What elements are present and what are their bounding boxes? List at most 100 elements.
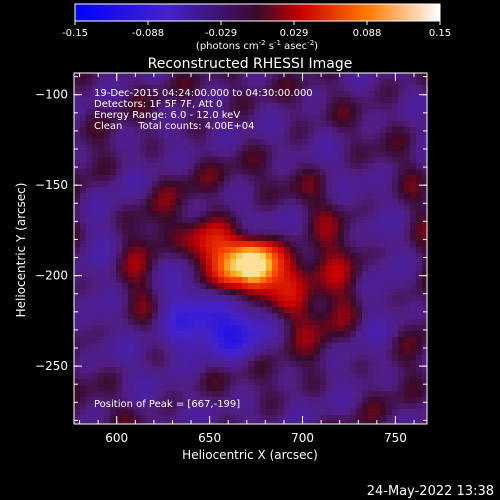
heatmap-cell bbox=[332, 355, 339, 362]
heatmap-cell bbox=[284, 301, 291, 308]
heatmap-cell bbox=[392, 409, 399, 416]
heatmap-cell bbox=[128, 307, 135, 314]
heatmap-cell bbox=[194, 85, 201, 92]
heatmap-cell bbox=[284, 157, 291, 164]
heatmap-cell bbox=[158, 235, 165, 242]
heatmap-cell bbox=[254, 97, 261, 104]
heatmap-cell bbox=[158, 361, 165, 368]
heatmap-cell bbox=[392, 307, 399, 314]
heatmap-cell bbox=[326, 361, 333, 368]
heatmap-cell bbox=[176, 265, 183, 272]
heatmap-cell bbox=[386, 409, 393, 416]
heatmap-cell bbox=[386, 115, 393, 122]
heatmap-cell bbox=[200, 79, 207, 86]
heatmap-cell bbox=[170, 205, 177, 212]
heatmap-cell bbox=[194, 403, 201, 410]
heatmap-cell bbox=[296, 157, 303, 164]
heatmap-cell bbox=[296, 337, 303, 344]
heatmap-cell bbox=[80, 217, 87, 224]
heatmap-cell bbox=[290, 85, 297, 92]
heatmap-cell bbox=[398, 301, 405, 308]
heatmap-cell bbox=[188, 103, 195, 110]
heatmap-cell bbox=[260, 253, 267, 260]
heatmap-cell bbox=[320, 409, 327, 416]
heatmap-cell bbox=[248, 277, 255, 284]
heatmap-cell bbox=[146, 349, 153, 356]
heatmap-cell bbox=[422, 211, 427, 218]
heatmap-cell bbox=[200, 109, 207, 116]
heatmap-cell bbox=[410, 289, 417, 296]
heatmap-cell bbox=[308, 355, 315, 362]
heatmap-cell bbox=[164, 241, 171, 248]
heatmap-cell bbox=[392, 103, 399, 110]
heatmap-cell bbox=[404, 253, 411, 260]
heatmap-cell bbox=[362, 73, 369, 80]
heatmap-cell bbox=[248, 331, 255, 338]
heatmap-cell bbox=[326, 205, 333, 212]
heatmap-cell bbox=[200, 319, 207, 326]
heatmap-cell bbox=[182, 421, 189, 424]
heatmap-cell bbox=[296, 151, 303, 158]
heatmap-cell bbox=[92, 157, 99, 164]
heatmap-cell bbox=[314, 163, 321, 170]
heatmap-cell bbox=[122, 127, 129, 134]
heatmap-cell bbox=[254, 229, 261, 236]
heatmap-cell bbox=[266, 277, 273, 284]
heatmap-cell bbox=[122, 289, 129, 296]
heatmap-cell bbox=[74, 421, 81, 424]
heatmap-cell bbox=[380, 319, 387, 326]
heatmap-cell bbox=[392, 319, 399, 326]
heatmap-cell bbox=[146, 121, 153, 128]
heatmap-cell bbox=[236, 205, 243, 212]
heatmap-cell bbox=[212, 91, 219, 98]
heatmap-cell bbox=[410, 103, 417, 110]
heatmap-cell bbox=[362, 409, 369, 416]
heatmap-cell bbox=[368, 385, 375, 392]
heatmap-cell bbox=[356, 157, 363, 164]
heatmap-cell bbox=[332, 193, 339, 200]
heatmap-cell bbox=[308, 103, 315, 110]
heatmap-cell bbox=[122, 157, 129, 164]
heatmap-cell bbox=[236, 211, 243, 218]
heatmap-cell bbox=[92, 217, 99, 224]
heatmap-cell bbox=[200, 205, 207, 212]
heatmap-cell bbox=[206, 121, 213, 128]
heatmap-cell bbox=[320, 331, 327, 338]
heatmap-cell bbox=[314, 361, 321, 368]
heatmap-cell bbox=[224, 151, 231, 158]
heatmap-cell bbox=[218, 277, 225, 284]
heatmap-cell bbox=[92, 361, 99, 368]
heatmap-cell bbox=[344, 157, 351, 164]
heatmap-cell bbox=[116, 385, 123, 392]
heatmap-cell bbox=[74, 103, 81, 110]
heatmap-cell bbox=[326, 139, 333, 146]
heatmap-cell bbox=[92, 187, 99, 194]
heatmap-cell bbox=[272, 271, 279, 278]
heatmap-cell bbox=[116, 133, 123, 140]
heatmap-cell bbox=[224, 115, 231, 122]
heatmap-cell bbox=[194, 307, 201, 314]
heatmap-cell bbox=[134, 415, 141, 422]
heatmap-cell bbox=[332, 79, 339, 86]
heatmap-cell bbox=[164, 247, 171, 254]
heatmap-cell bbox=[152, 157, 159, 164]
heatmap-cell bbox=[140, 79, 147, 86]
heatmap-cell bbox=[404, 169, 411, 176]
heatmap-cell bbox=[170, 217, 177, 224]
heatmap-cell bbox=[164, 223, 171, 230]
heatmap-cell bbox=[260, 349, 267, 356]
heatmap-cell bbox=[314, 403, 321, 410]
heatmap-cell bbox=[230, 265, 237, 272]
heatmap-cell bbox=[242, 145, 249, 152]
heatmap-cell bbox=[98, 169, 105, 176]
heatmap-cell bbox=[362, 349, 369, 356]
heatmap-cell bbox=[272, 343, 279, 350]
heatmap-cell bbox=[368, 373, 375, 380]
heatmap-cell bbox=[344, 151, 351, 158]
heatmap-cell bbox=[320, 397, 327, 404]
heatmap-cell bbox=[266, 421, 273, 424]
heatmap-cell bbox=[122, 145, 129, 152]
heatmap-cell bbox=[410, 343, 417, 350]
heatmap-cell bbox=[422, 181, 427, 188]
heatmap-cell bbox=[182, 181, 189, 188]
